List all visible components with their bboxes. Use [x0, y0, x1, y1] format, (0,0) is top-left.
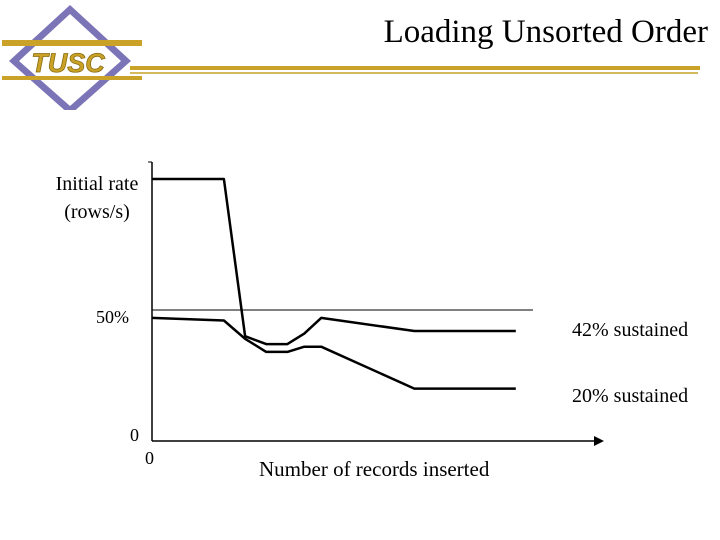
tusc-logo: TUSC: [2, 5, 142, 110]
x-tick-label-0: 0: [145, 448, 154, 468]
x-axis-label: Number of records inserted: [259, 457, 490, 481]
title-rule: [130, 66, 700, 74]
series-line-1: [152, 177, 516, 346]
page-title: Loading Unsorted Order: [383, 14, 708, 50]
series-2-end-label: 20% sustained: [572, 385, 689, 407]
series-line-2: [151, 316, 516, 390]
logo-diamond-inner: [19, 14, 121, 106]
reference-line-label: 50%: [96, 307, 129, 327]
x-axis-arrow: [594, 436, 604, 446]
y-tick-label-0: 0: [130, 425, 139, 445]
logo-text: TUSC: [31, 48, 105, 78]
y-axis-label: Initial rate (rows/s): [55, 173, 139, 223]
logo-stripe-bottom: [2, 76, 142, 80]
series-1-end-label: 42% sustained: [572, 319, 689, 341]
logo-stripe-top: [2, 40, 142, 46]
